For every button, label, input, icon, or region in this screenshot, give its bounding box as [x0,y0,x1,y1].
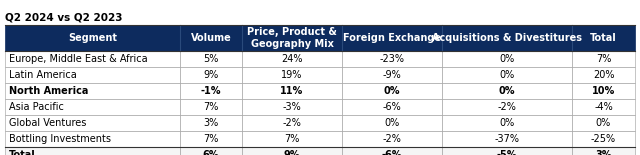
Text: -37%: -37% [495,134,520,144]
Bar [442,115,572,131]
Text: -2%: -2% [497,102,516,112]
Text: 9%: 9% [284,150,300,155]
Bar [180,51,242,67]
Text: 20%: 20% [593,70,614,80]
Text: -9%: -9% [383,70,401,80]
Text: Bottling Investments: Bottling Investments [9,134,111,144]
Text: -5%: -5% [497,150,517,155]
Bar [5,25,180,51]
Bar [180,83,242,99]
Text: Segment: Segment [68,33,117,43]
Bar [242,25,342,51]
Text: 7%: 7% [596,54,611,64]
Text: 0%: 0% [499,86,515,96]
Bar [342,83,442,99]
Bar [180,25,242,51]
Text: 0%: 0% [499,54,515,64]
Text: 6%: 6% [203,150,220,155]
Text: 3%: 3% [204,118,219,128]
Bar [572,67,635,83]
Text: -2%: -2% [283,118,301,128]
Bar [442,51,572,67]
Bar [242,115,342,131]
Bar [5,147,180,155]
Text: 10%: 10% [592,86,615,96]
Bar [572,147,635,155]
Bar [342,99,442,115]
Bar [242,131,342,147]
Bar [242,147,342,155]
Bar [5,99,180,115]
Text: -4%: -4% [594,102,613,112]
Bar [242,83,342,99]
Bar [242,51,342,67]
Text: -6%: -6% [381,150,403,155]
Text: 0%: 0% [596,118,611,128]
Bar [242,67,342,83]
Bar [442,99,572,115]
Text: Total: Total [590,33,617,43]
Bar [572,51,635,67]
Text: Global Ventures: Global Ventures [9,118,86,128]
Bar [442,25,572,51]
Bar [572,83,635,99]
Bar [180,99,242,115]
Bar [572,99,635,115]
Text: Asia Pacific: Asia Pacific [9,102,64,112]
Text: 0%: 0% [499,70,515,80]
Bar [5,115,180,131]
Text: 0%: 0% [384,86,400,96]
Bar [5,131,180,147]
Text: -3%: -3% [283,102,301,112]
Bar [342,131,442,147]
Text: -2%: -2% [383,134,401,144]
Bar [180,115,242,131]
Bar [180,147,242,155]
Text: 11%: 11% [280,86,303,96]
Bar [442,83,572,99]
Bar [572,131,635,147]
Text: -23%: -23% [380,54,404,64]
Text: -25%: -25% [591,134,616,144]
Bar [442,131,572,147]
Text: Volume: Volume [191,33,232,43]
Text: 19%: 19% [282,70,303,80]
Bar [5,67,180,83]
Bar [242,99,342,115]
Bar [342,67,442,83]
Text: Q2 2024 vs Q2 2023: Q2 2024 vs Q2 2023 [5,12,122,22]
Text: Acquisitions & Divestitures: Acquisitions & Divestitures [432,33,582,43]
Bar [5,83,180,99]
Bar [5,51,180,67]
Bar [342,25,442,51]
Text: -6%: -6% [383,102,401,112]
Bar [342,147,442,155]
Text: 7%: 7% [204,134,219,144]
Bar [180,67,242,83]
Text: 5%: 5% [204,54,219,64]
Text: 9%: 9% [204,70,219,80]
Text: Europe, Middle East & Africa: Europe, Middle East & Africa [9,54,148,64]
Text: -1%: -1% [201,86,221,96]
Text: Total: Total [9,150,36,155]
Bar [180,131,242,147]
Bar [572,25,635,51]
Text: Latin America: Latin America [9,70,77,80]
Bar [572,115,635,131]
Bar [442,147,572,155]
Text: North America: North America [9,86,88,96]
Text: 24%: 24% [281,54,303,64]
Text: 3%: 3% [595,150,612,155]
Text: 7%: 7% [204,102,219,112]
Bar [442,67,572,83]
Bar [342,115,442,131]
Text: Price, Product &
Geography Mix: Price, Product & Geography Mix [247,27,337,49]
Text: 7%: 7% [284,134,300,144]
Text: Foreign Exchange: Foreign Exchange [343,33,441,43]
Text: 0%: 0% [385,118,399,128]
Text: 0%: 0% [499,118,515,128]
Bar [342,51,442,67]
